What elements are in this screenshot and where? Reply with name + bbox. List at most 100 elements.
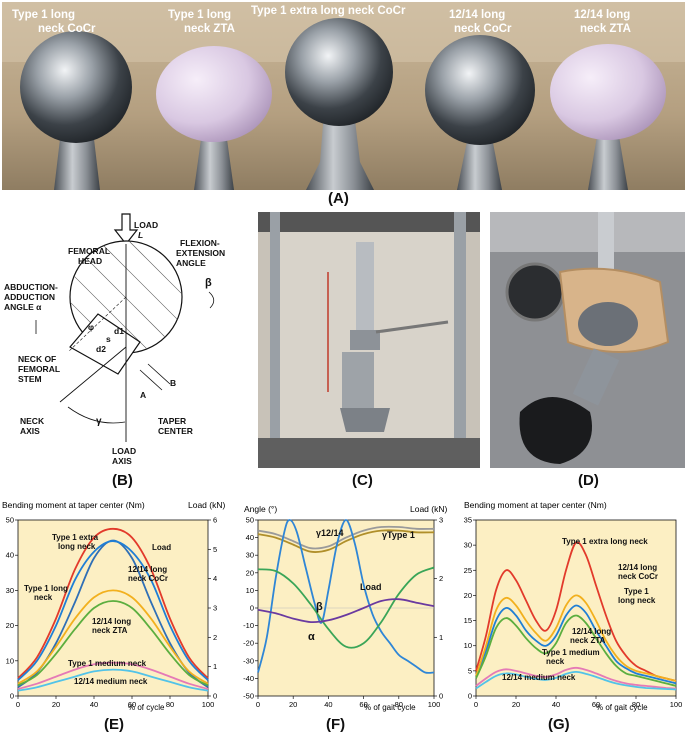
y-right-tick-label: 3 bbox=[213, 604, 217, 613]
y-tick-label: 25 bbox=[464, 566, 472, 575]
y-tick-label: -10 bbox=[243, 621, 254, 630]
photo-a-svg: Type 1 long neck CoCr Type 1 long neck Z… bbox=[2, 2, 685, 190]
y-tick-label: 30 bbox=[464, 541, 472, 550]
series-line-e-4 bbox=[17, 600, 209, 687]
chart-g: Bending moment at taper center (Nm) % of… bbox=[462, 498, 687, 716]
diagram-b: LOAD L FEMORAL HEAD FLEXION- EXTENSION A… bbox=[0, 212, 250, 470]
x-tick-label: 20 bbox=[512, 700, 520, 709]
chart-f-xlabel: % of gait cycle bbox=[364, 703, 416, 712]
y-tick-label: 0 bbox=[250, 604, 254, 613]
chart-g-label-t1med2: neck bbox=[546, 657, 565, 666]
x-tick-label: 80 bbox=[632, 700, 640, 709]
label-neck-axis: AXIS bbox=[20, 426, 40, 436]
y-tick-label: -40 bbox=[243, 674, 254, 683]
photo-label-4b: neck CoCr bbox=[454, 23, 512, 35]
series-line-g-4 bbox=[475, 666, 677, 690]
chart-f-label-g1214: γ12/14 bbox=[316, 528, 344, 538]
y-tick-label: 15 bbox=[464, 616, 472, 625]
label-flexion: FLEXION- bbox=[180, 238, 220, 248]
y-tick-label: 30 bbox=[6, 586, 14, 595]
panel-label-d: (D) bbox=[578, 472, 599, 489]
photo-d-svg bbox=[490, 212, 685, 468]
head-3-cocr-extra bbox=[285, 18, 393, 190]
chart-e-label-cocr2: neck CoCr bbox=[128, 574, 168, 583]
y-tick-label: 10 bbox=[246, 586, 254, 595]
chart-g-label-t1long1: Type 1 bbox=[624, 587, 649, 596]
x-tick-label: 60 bbox=[359, 700, 367, 709]
y-right-tick-label: 3 bbox=[439, 516, 443, 525]
photo-label-2: Type 1 long bbox=[168, 9, 231, 21]
chart-e-svg: Bending moment at taper center (Nm) Load… bbox=[2, 500, 225, 712]
label-taper: TAPER bbox=[158, 416, 186, 426]
chart-e-label-med: 12/14 medium neck bbox=[74, 677, 148, 686]
chart-f-ylabel: Angle (°) bbox=[244, 504, 277, 514]
y-tick-label: 20 bbox=[246, 568, 254, 577]
label-b: B bbox=[170, 378, 176, 388]
panel-label-e: (E) bbox=[104, 716, 124, 733]
series-line-e-2 bbox=[17, 540, 209, 681]
series-line-g-2 bbox=[475, 594, 677, 682]
y-tick-label: 30 bbox=[246, 551, 254, 560]
photo-label-1b: neck CoCr bbox=[38, 23, 96, 35]
label-extension: EXTENSION bbox=[176, 248, 225, 258]
label-gamma: γ bbox=[96, 416, 102, 427]
chart-e-label-t1long2: neck bbox=[34, 593, 53, 602]
y-tick-label: 50 bbox=[246, 516, 254, 525]
y-tick-label: 20 bbox=[464, 591, 472, 600]
y-tick-label: 0 bbox=[468, 692, 472, 701]
chart-f-ylabel-right: Load (kN) bbox=[410, 504, 447, 514]
panel-label-a: (A) bbox=[328, 190, 349, 207]
y-right-tick-label: 1 bbox=[439, 633, 443, 642]
chart-g-label-zta1: 12/14 long bbox=[572, 627, 611, 636]
x-tick-label: 0 bbox=[256, 700, 260, 709]
label-angle-flex: ANGLE bbox=[176, 258, 206, 268]
x-tick-label: 100 bbox=[202, 700, 215, 709]
label-stem: STEM bbox=[18, 374, 42, 384]
chart-e-label-zta1: 12/14 long bbox=[92, 617, 131, 626]
x-tick-label: 0 bbox=[16, 700, 20, 709]
y-tick-label: 40 bbox=[246, 533, 254, 542]
x-tick-label: 60 bbox=[592, 700, 600, 709]
head-2-zta bbox=[156, 46, 272, 190]
x-tick-label: 20 bbox=[289, 700, 297, 709]
series-line-g-3 bbox=[475, 614, 677, 687]
y-right-tick-label: 0 bbox=[213, 692, 217, 701]
x-tick-label: 100 bbox=[670, 700, 683, 709]
y-tick-label: 10 bbox=[464, 641, 472, 650]
label-beta: β bbox=[205, 277, 212, 289]
chart-g-label-cocr1: 12/14 long bbox=[618, 563, 657, 572]
chart-f-label-gtype1: γType 1 bbox=[382, 530, 415, 540]
series-line-g-5 bbox=[475, 670, 677, 691]
photo-c-svg bbox=[258, 212, 480, 468]
chart-g-label-t1long2: long neck bbox=[618, 596, 656, 605]
y-tick-label: 0 bbox=[10, 692, 14, 701]
chart-e-xlabel: % of cycle bbox=[128, 703, 165, 712]
x-tick-label: 80 bbox=[166, 700, 174, 709]
chart-e-label-t1long1: Type 1 long bbox=[24, 584, 68, 593]
chart-f-label-alpha: α bbox=[308, 631, 315, 643]
label-femoral-stem: FEMORAL bbox=[18, 364, 60, 374]
series-line-f-2 bbox=[257, 519, 435, 674]
y-right-tick-label: 6 bbox=[213, 516, 217, 525]
series-line-f-4 bbox=[257, 598, 435, 624]
label-femoral: FEMORAL bbox=[68, 246, 110, 256]
photo-label-5: 12/14 long bbox=[574, 9, 630, 21]
photo-label-3: Type 1 extra long neck CoCr bbox=[251, 5, 406, 17]
x-tick-label: 40 bbox=[324, 700, 332, 709]
label-a: A bbox=[140, 390, 146, 400]
head-4-cocr bbox=[425, 35, 535, 190]
label-load-2: LOAD bbox=[112, 446, 136, 456]
head-5-zta bbox=[550, 44, 666, 190]
chart-e-label-load: Load bbox=[152, 543, 171, 552]
series-line-f-0 bbox=[257, 525, 435, 550]
y-right-tick-label: 0 bbox=[439, 692, 443, 701]
x-tick-label: 100 bbox=[428, 700, 441, 709]
chart-e-ylabel: Bending moment at taper center (Nm) bbox=[2, 500, 145, 510]
chart-e-label-zta2: neck ZTA bbox=[92, 626, 128, 635]
photo-d bbox=[490, 212, 685, 468]
label-abduction: ABDUCTION- bbox=[4, 282, 58, 292]
label-neck-of: NECK OF bbox=[18, 354, 56, 364]
series-line-g-0 bbox=[475, 541, 677, 682]
y-tick-label: 5 bbox=[468, 666, 472, 675]
y-tick-label: 20 bbox=[6, 621, 14, 630]
